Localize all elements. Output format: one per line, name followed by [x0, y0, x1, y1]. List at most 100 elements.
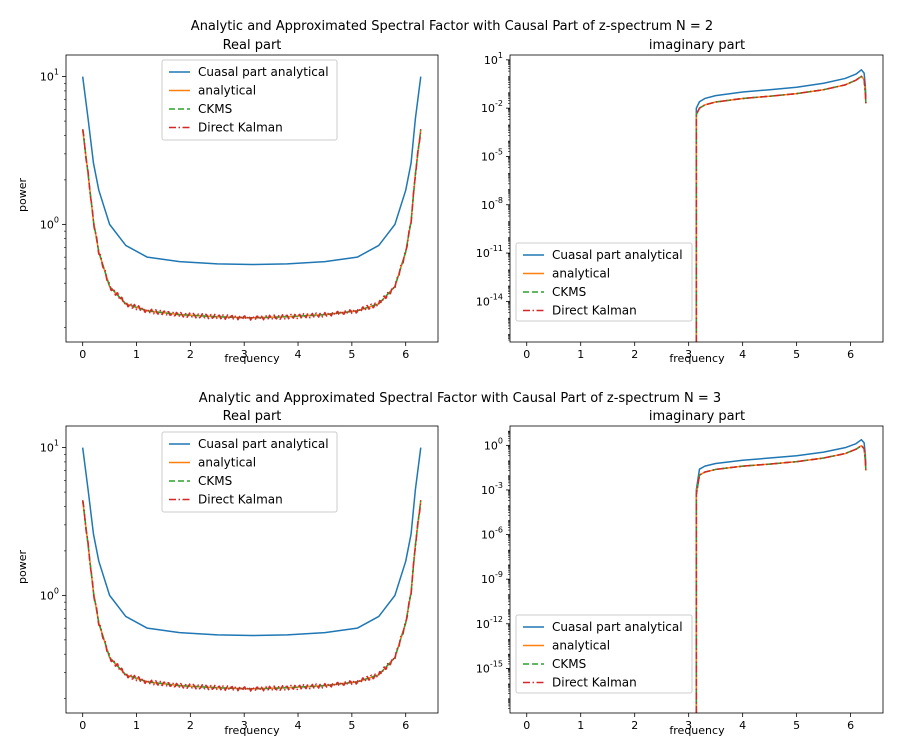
series-lines [81, 76, 422, 321]
x-tick-label: 4 [295, 348, 302, 361]
series-line-ckms [81, 500, 422, 690]
x-tick-label: 0 [523, 719, 530, 732]
axes-frame [509, 54, 884, 343]
x-tick-label: 3 [241, 719, 248, 732]
legend-label: Direct Kalman [552, 304, 637, 318]
y-tick-label: 10-14 [476, 292, 503, 308]
y-tick-label: 10-5 [481, 147, 503, 163]
y-axis-label: power [16, 178, 29, 212]
x-tick-label: 0 [79, 719, 86, 732]
legend: Cuasal part analytical analytical CKMS Dire… [515, 242, 693, 322]
legend-box [161, 431, 338, 513]
x-tick-label: 4 [295, 719, 302, 732]
x-tick-label: 5 [348, 348, 355, 361]
y-tick-label: 10-12 [476, 615, 503, 631]
x-tick-label: 2 [631, 348, 638, 361]
y-tick-label: 10-3 [481, 481, 503, 497]
x-tick-label: 0 [79, 348, 86, 361]
series-lines [81, 447, 422, 692]
series-line-analytical [695, 75, 867, 342]
panel-title: Real part [223, 38, 282, 53]
axes-frame [65, 54, 439, 343]
x-tick-label: 5 [348, 719, 355, 732]
x-axis-label: frequency [669, 352, 725, 365]
series-line-analytical [81, 129, 422, 319]
x-tick-label: 6 [402, 719, 409, 732]
legend: Cuasal part analytical analytical CKMS Dire… [161, 59, 338, 141]
series-line-ckms [81, 129, 422, 319]
series-line-cuasal-part-analytical [695, 438, 867, 713]
x-tick-label: 1 [577, 719, 584, 732]
axes-frame [65, 425, 439, 714]
y-tick-label: 100 [40, 215, 59, 231]
panel-bottom-right: imaginary part frequency 100 10-3 10-6 10-9… [476, 409, 884, 737]
x-axis-label: frequency [669, 724, 725, 737]
x-tick-label: 3 [685, 348, 692, 361]
axes-frame [509, 425, 884, 714]
legend-label: CKMS [198, 102, 232, 116]
y-tick-label: 10-2 [481, 99, 503, 115]
legend-label: CKMS [198, 474, 232, 488]
plot-area: 101 100 0 1 2 3 4 5 6 Cuasal part analytical analy… [40, 425, 439, 732]
y-tick-label: 10-8 [481, 196, 503, 212]
legend-label: Direct Kalman [198, 493, 283, 507]
series-line-cuasal-part-analytical [695, 69, 867, 342]
series-line-direct-kalman [695, 444, 867, 713]
x-tick-label: 3 [241, 348, 248, 361]
x-tick-label: 2 [187, 348, 194, 361]
legend-box [161, 59, 338, 141]
plot-area: 101 10-2 10-5 10-8 10-11 10-14 0 1 2 3 4 5 6 Cuasal p… [476, 51, 884, 361]
legend-label: Cuasal part analytical [552, 248, 683, 262]
legend: Cuasal part analytical analytical CKMS Dire… [515, 614, 693, 694]
x-tick-label: 1 [577, 348, 584, 361]
legend-label: analytical [552, 639, 610, 653]
panel-title: Real part [223, 409, 282, 424]
plot-area: 100 10-3 10-6 10-9 10-12 10-15 0 1 2 3 4 5 6 Cuasal p… [476, 425, 884, 732]
legend: Cuasal part analytical analytical CKMS Dire… [161, 431, 338, 513]
y-tick-label: 10-15 [476, 659, 503, 675]
panel-top-left: Real part frequency power 101 100 0 1 2 3 4 5 6 C… [16, 38, 439, 365]
series-line-direct-kalman [81, 129, 422, 321]
y-tick-label: 100 [40, 586, 59, 602]
y-tick-label: 101 [40, 439, 59, 455]
panel-bottom-left: Real part frequency power 101 100 0 1 2 3 4 5 6 C… [16, 409, 439, 737]
series-line-ckms [695, 444, 867, 713]
legend-label: Cuasal part analytical [552, 620, 683, 634]
x-tick-label: 4 [739, 348, 746, 361]
figure-title-bottom: Analytic and Approximated Spectral Facto… [199, 391, 721, 406]
y-tick-label: 10-11 [476, 244, 503, 260]
x-tick-label: 2 [631, 719, 638, 732]
panel-top-right: imaginary part frequency 101 10-2 10-5 10-8… [476, 38, 884, 365]
legend-label: analytical [198, 456, 256, 470]
y-axis-label: power [16, 550, 29, 584]
legend-label: Direct Kalman [198, 121, 283, 135]
x-tick-label: 6 [847, 719, 854, 732]
series-line-ckms [695, 75, 867, 342]
panel-title: imaginary part [649, 38, 745, 53]
x-tick-label: 0 [523, 348, 530, 361]
legend-label: CKMS [552, 285, 586, 299]
legend-label: Direct Kalman [552, 676, 637, 690]
x-tick-label: 2 [187, 719, 194, 732]
x-tick-label: 6 [402, 348, 409, 361]
legend-box [515, 242, 693, 322]
series-line-direct-kalman [695, 75, 867, 342]
legend-label: CKMS [552, 657, 586, 671]
x-tick-label: 5 [793, 719, 800, 732]
panel-title: imaginary part [649, 409, 745, 424]
figure-title-top: Analytic and Approximated Spectral Facto… [191, 19, 713, 34]
y-tick-label: 101 [484, 51, 503, 67]
x-tick-label: 5 [793, 348, 800, 361]
x-tick-label: 6 [847, 348, 854, 361]
plot-area: 101 100 0 1 2 3 4 5 6 Cuasal part analytical analy… [40, 54, 439, 361]
series-line-direct-kalman [81, 500, 422, 692]
x-axis-label: frequency [224, 352, 280, 365]
series-lines [695, 438, 867, 713]
x-tick-label: 1 [133, 348, 140, 361]
legend-label: analytical [552, 267, 610, 281]
x-tick-label: 3 [685, 719, 692, 732]
y-tick-label: 101 [40, 68, 59, 84]
legend-label: Cuasal part analytical [198, 65, 329, 79]
y-tick-label: 10-6 [481, 526, 503, 542]
